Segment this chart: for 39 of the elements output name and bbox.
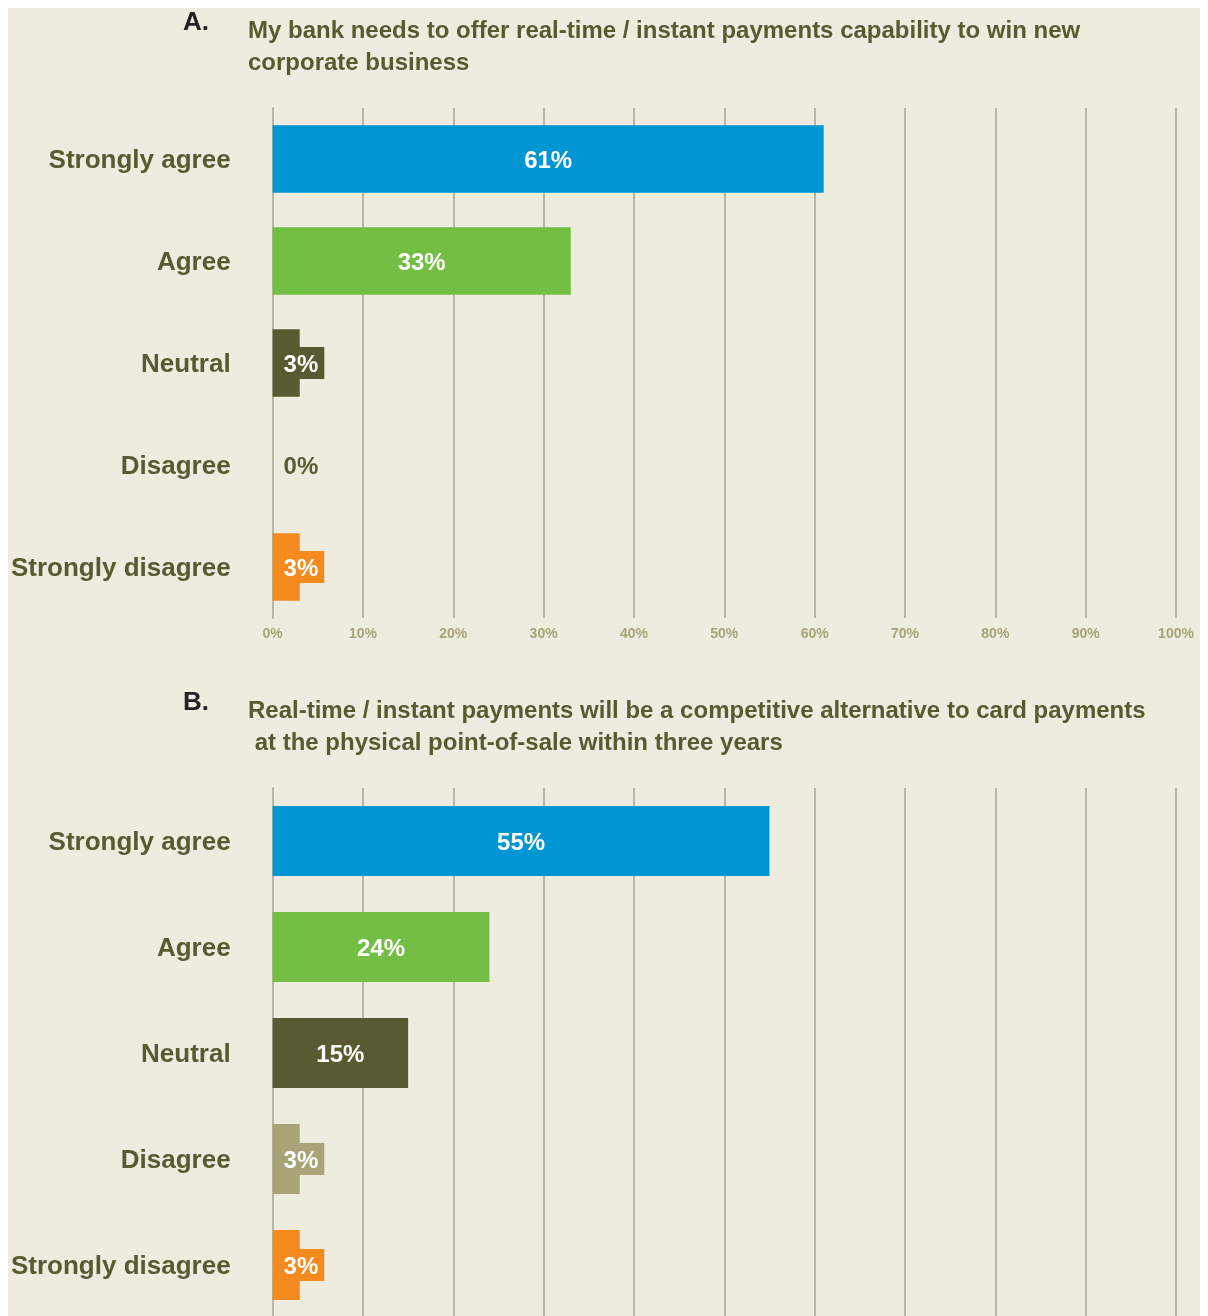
y-tick-label: Disagree bbox=[120, 450, 231, 480]
y-tick-label: Strongly disagree bbox=[10, 1250, 231, 1280]
data-label: 0% bbox=[283, 451, 319, 479]
data-label: 55% bbox=[497, 827, 546, 855]
bar bbox=[272, 125, 824, 193]
x-tick-label: 50% bbox=[710, 625, 739, 641]
x-tick-label: 90% bbox=[1071, 625, 1101, 641]
x-tick-label: 60% bbox=[800, 625, 830, 641]
text: A. bbox=[183, 6, 209, 36]
x-tick-label: 40% bbox=[619, 625, 649, 641]
x-tick-label: 30% bbox=[529, 625, 559, 641]
bar bbox=[272, 806, 770, 876]
bar bbox=[272, 912, 490, 982]
data-label: 24% bbox=[357, 933, 406, 961]
y-tick-label: Neutral bbox=[141, 348, 231, 378]
data-label: 33% bbox=[397, 247, 446, 275]
x-tick-label: 10% bbox=[348, 625, 378, 641]
data-label: 3% bbox=[283, 349, 319, 377]
chart-title: My bank needs to offer real-time / instant payments capability to win new corporate business bbox=[248, 15, 1087, 75]
y-tick-label: Neutral bbox=[141, 1038, 231, 1068]
y-tick-label: Disagree bbox=[120, 1144, 231, 1174]
data-label: 3% bbox=[283, 1251, 319, 1279]
x-tick-label: 100% bbox=[1158, 625, 1195, 641]
y-tick-label: Strongly agree bbox=[48, 826, 231, 856]
x-tick-label: 0% bbox=[262, 625, 284, 641]
y-tick-label: Strongly disagree bbox=[10, 552, 231, 582]
data-label: 3% bbox=[283, 553, 319, 581]
y-tick-label: Strongly agree bbox=[48, 144, 231, 174]
y-tick-label: Agree bbox=[156, 932, 231, 962]
data-label: 61% bbox=[524, 145, 573, 173]
data-label: 15% bbox=[316, 1039, 365, 1067]
chart-title: Real-time / instant payments will be a competitive alternative to card payments at the physical point-of-sale within three years bbox=[248, 695, 1146, 755]
text: B. bbox=[183, 686, 209, 716]
x-tick-label: 80% bbox=[981, 625, 1010, 641]
y-tick-label: Agree bbox=[156, 246, 231, 276]
data-label: 3% bbox=[283, 1145, 319, 1173]
x-tick-label: 20% bbox=[439, 625, 468, 641]
x-tick-label: 70% bbox=[890, 625, 920, 641]
bar bbox=[272, 227, 571, 295]
